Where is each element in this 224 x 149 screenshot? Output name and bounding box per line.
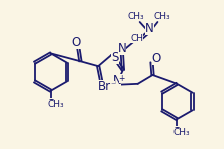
Text: N: N: [113, 74, 121, 87]
Text: S: S: [111, 51, 119, 64]
Text: O: O: [152, 52, 161, 65]
Text: N: N: [145, 22, 154, 35]
Text: CH: CH: [130, 34, 143, 43]
Text: CH₃: CH₃: [127, 12, 144, 21]
Text: O: O: [46, 98, 55, 111]
Text: CH₃: CH₃: [47, 100, 64, 109]
Text: N: N: [118, 42, 126, 55]
Text: O: O: [172, 126, 182, 139]
Text: O: O: [72, 36, 81, 49]
Text: ⁻: ⁻: [111, 81, 115, 90]
Text: CH₃: CH₃: [153, 12, 170, 21]
Text: +: +: [119, 74, 125, 83]
Text: Br: Br: [97, 80, 111, 93]
Text: CH₃: CH₃: [174, 128, 190, 137]
